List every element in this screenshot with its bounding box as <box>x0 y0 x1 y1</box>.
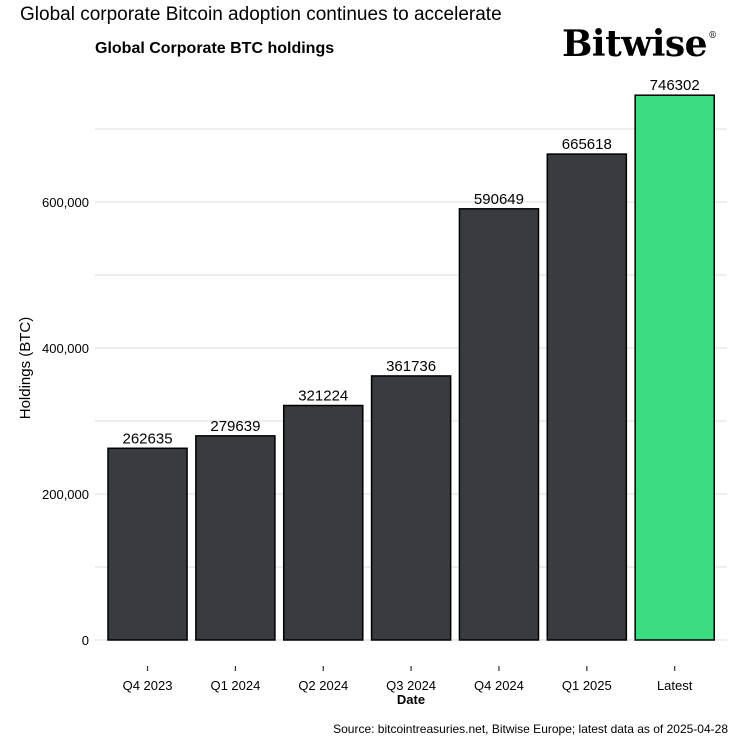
data-labels: 262635 279639 321224 361736 590649 665618 7463… <box>123 77 700 447</box>
source-note: Source: bitcointreasuries.net, Bitwise E… <box>333 722 728 736</box>
data-label: 279639 <box>210 418 260 435</box>
bar-q3-2024 <box>370 375 452 641</box>
x-axis-label: Date <box>397 692 425 707</box>
y-tick-label: 0 <box>82 633 89 648</box>
y-axis-ticks: 0 200,000 400,000 600,000 <box>42 195 89 648</box>
y-tick-label: 200,000 <box>42 487 89 502</box>
bar-q2-2024 <box>282 404 364 641</box>
data-label: 665618 <box>562 136 612 153</box>
bar-q4-2024 <box>458 208 540 641</box>
x-tick-label: Q3 2024 <box>386 678 436 693</box>
data-label: 590649 <box>474 191 524 208</box>
data-label: 262635 <box>123 430 173 447</box>
bar-q1-2025 <box>546 153 628 641</box>
bitwise-logo: Bitwise® <box>562 26 717 62</box>
registered-mark: ® <box>708 31 717 41</box>
data-label: 361736 <box>386 358 436 375</box>
data-label: 746302 <box>650 77 700 94</box>
x-tick-label: Q2 2024 <box>298 678 348 693</box>
data-label: 321224 <box>298 388 348 405</box>
x-tick-label: Q1 2024 <box>210 678 260 693</box>
bar-q4-2023 <box>107 447 188 641</box>
bars <box>107 94 715 641</box>
x-tick-label: Q1 2025 <box>562 678 612 693</box>
chart-title: Global Corporate BTC holdings <box>95 40 335 57</box>
x-axis-ticks: Q4 2023 Q1 2024 Q2 2024 Q3 2024 Q4 2024 Q1 20… <box>123 666 693 693</box>
x-tick-label: Q4 2023 <box>123 678 173 693</box>
bar-latest <box>634 94 715 641</box>
y-tick-label: 600,000 <box>42 195 89 210</box>
bar-q1-2024 <box>195 435 276 641</box>
y-axis-label: Holdings (BTC) <box>17 317 34 420</box>
x-tick-label: Latest <box>657 678 693 693</box>
logo-text: Bitwise <box>562 23 708 65</box>
x-tick-label: Q4 2024 <box>474 678 524 693</box>
y-tick-label: 400,000 <box>42 341 89 356</box>
chart-suptitle: Global corporate Bitcoin adoption contin… <box>20 4 502 25</box>
